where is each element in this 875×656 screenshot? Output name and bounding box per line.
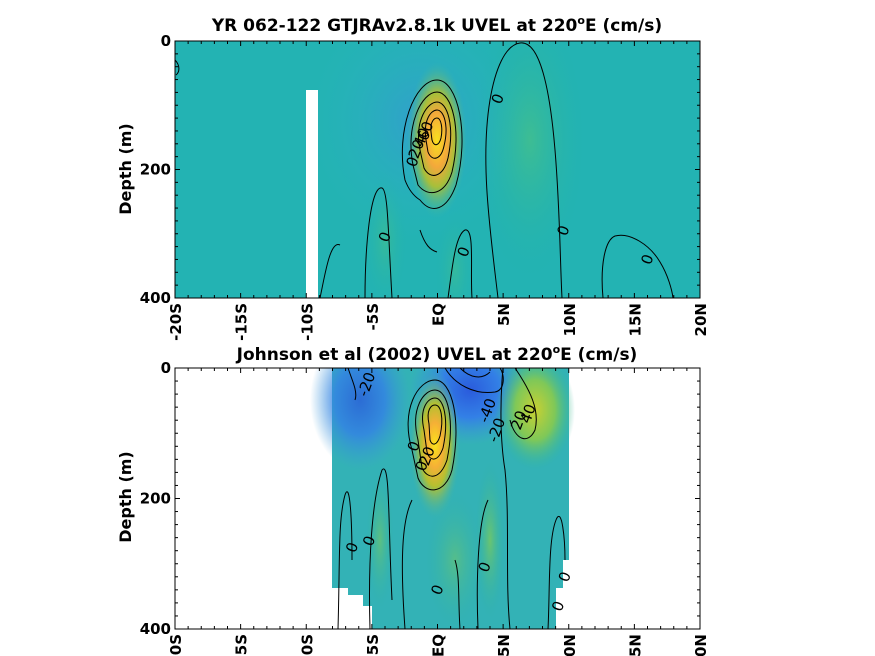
eastward-current	[495, 368, 575, 470]
x-tick-label: 20N	[692, 634, 710, 656]
y-tick-label: 200	[140, 161, 171, 179]
x-tick-label: 20N	[692, 303, 710, 336]
contour-label: 40	[410, 125, 433, 149]
x-tick-label: -10S	[298, 634, 316, 656]
x-tick-label: 5N	[495, 634, 513, 656]
y-axis-label: Depth (m)	[116, 451, 135, 543]
eastward-band	[475, 41, 585, 280]
contour-label: 40	[516, 402, 539, 426]
x-tick-label: -10S	[298, 303, 316, 341]
contour-label: 20	[405, 137, 428, 161]
contour-label: 20	[507, 408, 530, 432]
panel-title: YR 062-122 GTJRAv2.8.1k UVEL at 220oE (c…	[211, 14, 662, 36]
x-tick-label: 5N	[495, 303, 513, 326]
contour-label: 20	[415, 444, 438, 468]
x-tick-label: -15S	[233, 634, 251, 656]
x-tick-label: -5S	[364, 303, 382, 330]
x-tick-label: -20S	[167, 634, 185, 656]
y-tick-label: 400	[140, 289, 171, 307]
data-gap	[306, 90, 318, 298]
x-tick-label: -15S	[233, 303, 251, 341]
title-degree-sup: o	[553, 343, 561, 356]
title-main: Johnson et al (2002) UVEL at 220	[236, 345, 553, 365]
contour-lines	[175, 42, 674, 298]
y-tick-label: 400	[140, 620, 171, 638]
y-tick-label: 0	[161, 32, 171, 50]
title-tail: E (cm/s)	[585, 16, 662, 36]
panel-model: YR 062-122 GTJRAv2.8.1k UVEL at 220oE (c…	[116, 14, 710, 341]
panel-observed: Johnson et al (2002) UVEL at 220oE (cm/s…	[116, 343, 710, 656]
panel-title: Johnson et al (2002) UVEL at 220oE (cm/s…	[236, 343, 638, 365]
axis-ticks	[174, 40, 701, 299]
axis-ticks	[174, 367, 701, 630]
undercurrent-core	[407, 62, 467, 218]
x-tick-labels: -20S -15S -10S -5S EQ 5N 10N 15N 20N	[167, 303, 710, 341]
y-tick-labels: 0 200 400	[140, 32, 171, 307]
x-tick-label: 10N	[561, 303, 579, 336]
deep-band-eq	[425, 490, 485, 629]
deep-band-south	[366, 470, 394, 610]
title-tail: E (cm/s)	[560, 345, 637, 365]
x-tick-label: -20S	[167, 303, 185, 341]
x-tick-label: EQ	[430, 303, 448, 326]
x-tick-label: EQ	[430, 634, 448, 656]
y-tick-label: 200	[140, 490, 171, 508]
x-tick-label: 10N	[561, 634, 579, 656]
x-tick-labels: -20S -15S -10S -5S EQ 5N 10N 15N 20N	[167, 634, 710, 656]
contour-label: 60	[414, 119, 437, 143]
x-tick-label: 15N	[626, 634, 644, 656]
y-axis-label: Depth (m)	[116, 123, 135, 215]
y-tick-label: 0	[161, 359, 171, 377]
westward-region-south	[310, 368, 410, 470]
title-degree-sup: o	[577, 14, 585, 27]
x-tick-label: -5S	[364, 634, 382, 656]
deep-band-south	[363, 170, 407, 298]
x-tick-label: 15N	[626, 303, 644, 336]
contour-lines	[337, 368, 566, 629]
title-main: YR 062-122 GTJRAv2.8.1k UVEL at 220	[211, 16, 578, 36]
y-tick-labels: 0 200 400	[140, 359, 171, 638]
